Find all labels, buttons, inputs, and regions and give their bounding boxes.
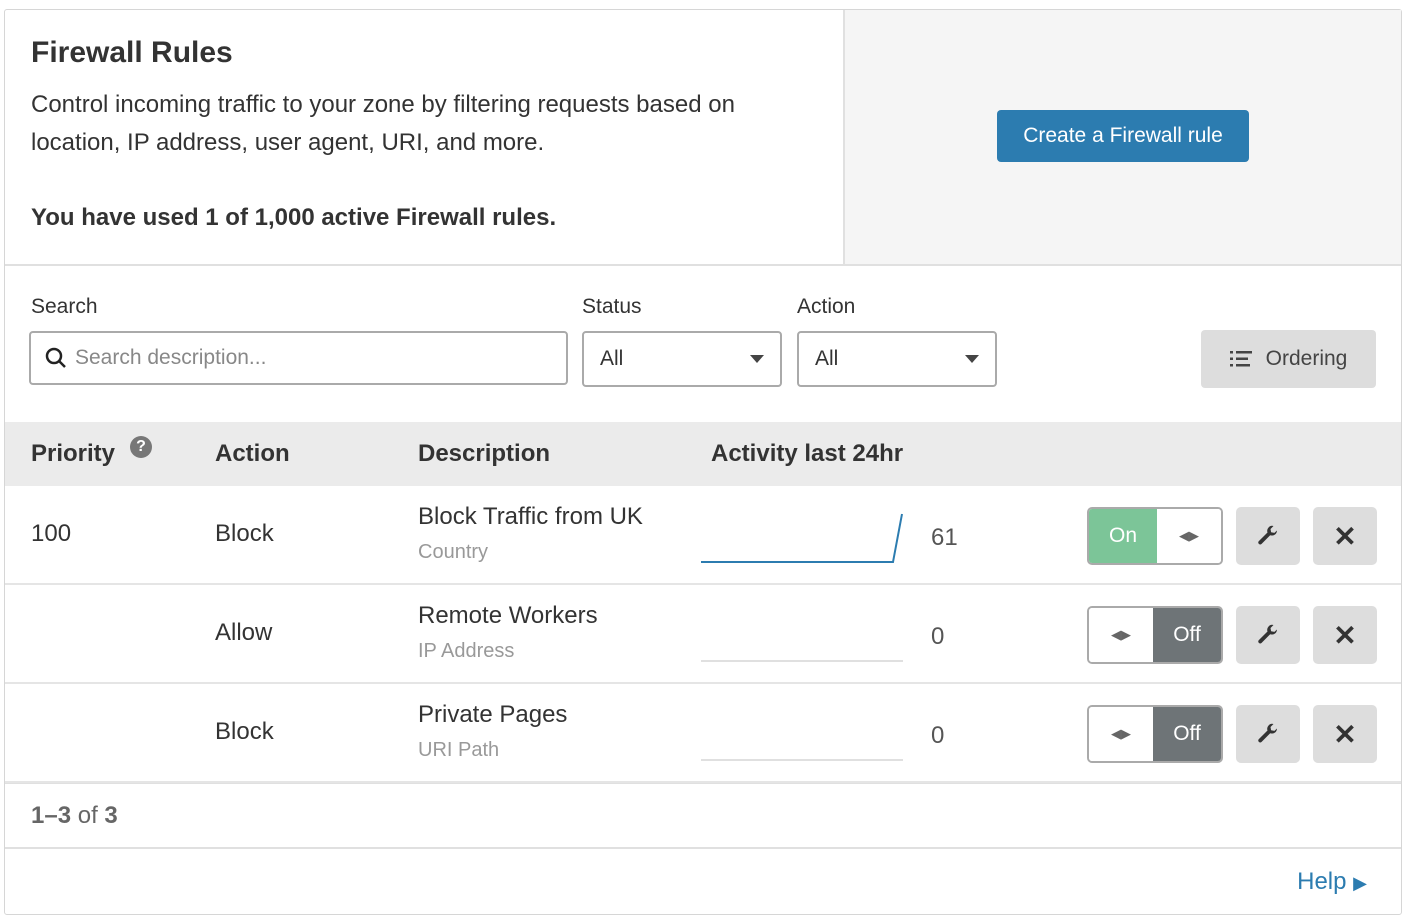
activity-count: 0: [931, 722, 945, 749]
enable-toggle[interactable]: ◀▶ Off: [1087, 606, 1223, 664]
activity-sparkline: [701, 660, 903, 662]
search-input[interactable]: Search description...: [29, 331, 568, 385]
rule-type: IP Address: [418, 640, 515, 662]
wrench-icon: [1258, 624, 1278, 644]
table-row: 100 Block Block Traffic from UK Country …: [5, 486, 1401, 585]
action-select[interactable]: All: [797, 331, 997, 387]
action: Block: [215, 520, 274, 547]
activity-sparkline: [701, 759, 903, 761]
col-priority: Priority: [31, 440, 116, 467]
action: Block: [215, 718, 274, 745]
edit-button[interactable]: [1236, 705, 1300, 763]
table-header: Priority ? Action Description Activity l…: [5, 422, 1401, 486]
wrench-icon: [1258, 723, 1278, 743]
list-icon: [1229, 351, 1252, 367]
toggle-state: Off: [1153, 608, 1221, 662]
toggle-state: On: [1089, 509, 1157, 563]
toggle-handle-icon: ◀▶: [1089, 707, 1153, 761]
edit-button[interactable]: [1236, 606, 1300, 664]
page-title: Firewall Rules: [31, 36, 233, 69]
caret-down-icon: [750, 355, 764, 363]
description[interactable]: Remote Workers: [418, 602, 598, 629]
description[interactable]: Private Pages: [418, 701, 568, 728]
edit-button[interactable]: [1236, 507, 1300, 565]
help-circle-icon[interactable]: ?: [130, 436, 152, 458]
help-label: Help: [1297, 868, 1347, 895]
delete-button[interactable]: ✕: [1313, 705, 1377, 763]
pagination-range: 1–3: [31, 802, 72, 829]
description[interactable]: Block Traffic from UK: [418, 503, 643, 530]
pagination-total: 3: [104, 802, 118, 829]
search-icon: [45, 347, 66, 368]
action-label: Action: [797, 295, 856, 318]
wrench-icon: [1258, 525, 1278, 545]
col-description: Description: [418, 440, 551, 467]
action-value: All: [815, 347, 839, 370]
toggle-handle-icon: ◀▶: [1089, 608, 1153, 662]
toggle-state: Off: [1153, 707, 1221, 761]
status-value: All: [600, 347, 624, 370]
activity-count: 61: [931, 524, 958, 551]
ordering-label: Ordering: [1265, 347, 1348, 370]
table-row: Block Private Pages URI Path 0 ◀▶ Off ✕: [5, 684, 1401, 783]
enable-toggle[interactable]: ◀▶ Off: [1087, 705, 1223, 763]
usage-text: You have used 1 of 1,000 active Firewall…: [31, 204, 557, 231]
col-activity: Activity last 24hr: [711, 440, 904, 467]
page-description: Control incoming traffic to your zone by…: [31, 91, 735, 156]
search-label: Search: [31, 295, 98, 318]
create-rule-button[interactable]: Create a Firewall rule: [997, 110, 1249, 162]
delete-button[interactable]: ✕: [1313, 606, 1377, 664]
table-row: Allow Remote Workers IP Address 0 ◀▶ Off …: [5, 585, 1401, 684]
close-icon: ✕: [1333, 520, 1357, 552]
pagination-of: of: [77, 802, 98, 829]
priority: 100: [31, 520, 72, 547]
status-label: Status: [582, 295, 642, 318]
toggle-handle-icon: ◀▶: [1157, 509, 1221, 563]
rule-type: URI Path: [418, 739, 500, 761]
enable-toggle[interactable]: On ◀▶: [1087, 507, 1223, 565]
rule-type: Country: [418, 541, 489, 563]
status-select[interactable]: All: [582, 331, 782, 387]
firewall-rules-card: Firewall Rules Control incoming traffic …: [4, 9, 1402, 915]
close-icon: ✕: [1333, 718, 1357, 750]
col-action: Action: [215, 440, 290, 467]
activity-sparkline: [701, 513, 903, 563]
pagination: 1–3 of 3: [5, 783, 1401, 849]
caret-down-icon: [965, 355, 979, 363]
help-link[interactable]: Help ▶: [1297, 868, 1367, 896]
ordering-button[interactable]: Ordering: [1201, 330, 1376, 388]
search-placeholder: Search description...: [75, 346, 267, 369]
caret-right-icon: ▶: [1353, 873, 1367, 893]
delete-button[interactable]: ✕: [1313, 507, 1377, 565]
action: Allow: [215, 619, 273, 646]
close-icon: ✕: [1333, 619, 1357, 651]
activity-count: 0: [931, 623, 945, 650]
